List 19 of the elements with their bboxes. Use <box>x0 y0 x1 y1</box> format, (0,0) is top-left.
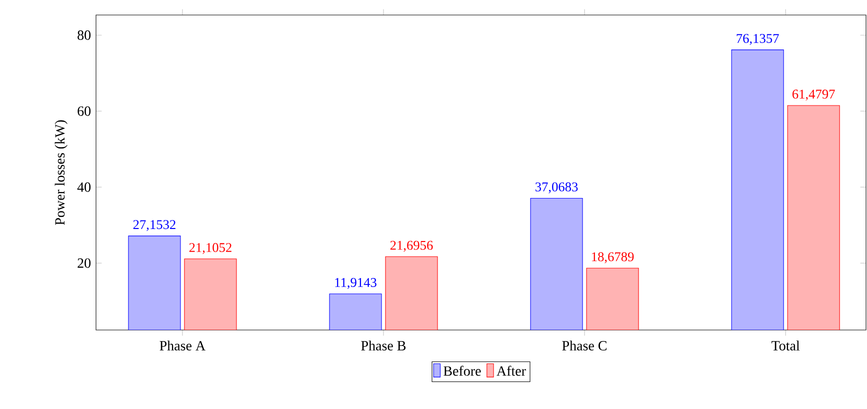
x-tick-label: Phase A <box>160 340 206 350</box>
legend-label: Before <box>444 366 481 376</box>
data-label: 61,4797 <box>792 90 835 101</box>
data-label: 21,6956 <box>390 240 433 252</box>
data-label: 76,1357 <box>736 34 779 45</box>
data-label: 27,1532 <box>133 220 176 231</box>
y-axis-title: Power losses (kW) <box>54 120 68 225</box>
y-tick-label: 40 <box>77 182 91 192</box>
y-tick-label: 80 <box>78 30 91 40</box>
x-tick-label: Total <box>772 340 800 350</box>
data-label: 37,0683 <box>536 182 578 194</box>
data-label: 18,6789 <box>592 252 634 264</box>
y-tick-label: 20 <box>78 258 91 268</box>
data-label: 11,9143 <box>335 278 376 289</box>
x-tick-label: Phase C <box>562 340 606 350</box>
y-tick-label: 60 <box>78 106 91 116</box>
data-label: 21,1052 <box>189 243 232 254</box>
x-tick-label: Phase B <box>361 340 406 350</box>
legend-label: After <box>496 366 526 376</box>
